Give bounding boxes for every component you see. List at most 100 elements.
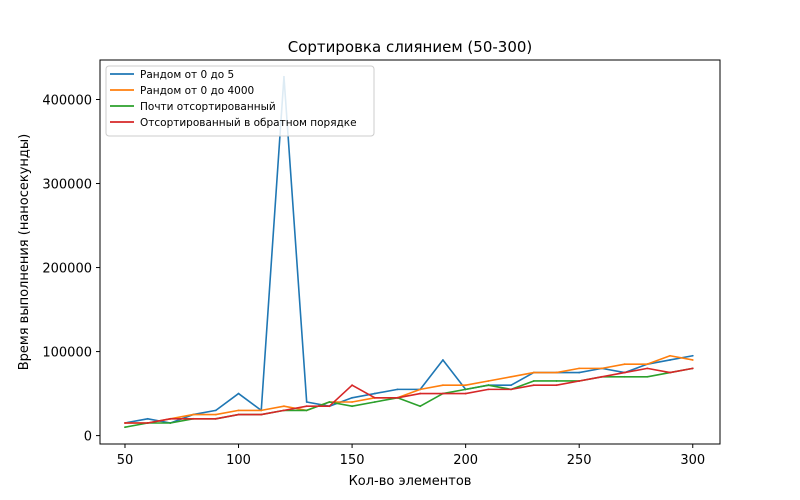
data-point	[487, 388, 490, 391]
data-point	[237, 413, 240, 416]
data-point	[601, 367, 603, 370]
data-point	[510, 388, 512, 391]
legend: Рандом от 0 до 5 Рандом от 0 до 4000 Почти…	[105, 65, 375, 137]
data-point	[555, 384, 558, 387]
data-point	[646, 375, 649, 378]
y-axis-label: Время выполнения (наносекунды)	[17, 134, 32, 371]
data-point	[623, 371, 626, 374]
y-tick-label: 100000	[42, 346, 92, 361]
data-point	[305, 409, 308, 412]
data-point	[351, 396, 353, 399]
y-tick-label: 200000	[42, 262, 92, 277]
data-point	[351, 384, 353, 387]
legend-label: Рандом от 0 до 4000	[140, 85, 254, 97]
data-point	[419, 405, 422, 408]
data-point	[214, 413, 217, 416]
legend-item: Рандом от 0 до 5	[110, 69, 234, 81]
data-point	[214, 417, 217, 420]
data-point	[623, 363, 626, 366]
series-line	[124, 354, 693, 424]
data-point	[669, 371, 671, 374]
data-point	[601, 375, 603, 378]
data-point	[646, 363, 649, 366]
data-point	[260, 413, 263, 416]
data-point	[146, 417, 149, 420]
data-point	[124, 426, 126, 429]
data-point	[510, 375, 512, 378]
data-point	[555, 371, 558, 374]
data-point	[328, 401, 331, 403]
data-point	[578, 371, 581, 374]
data-point	[464, 388, 467, 391]
data-point	[691, 359, 694, 361]
x-axis: 50 100 150 200 250 300	[117, 444, 705, 468]
data-point	[578, 380, 581, 382]
data-point	[669, 354, 671, 357]
data-point	[169, 417, 172, 420]
x-axis-label: Кол-во элементов	[349, 474, 472, 489]
data-point	[373, 396, 376, 399]
legend-label: Рандом от 0 до 5	[140, 69, 234, 81]
data-point	[510, 384, 512, 387]
data-point	[260, 409, 263, 412]
data-point	[578, 367, 581, 370]
data-point	[192, 413, 195, 416]
data-point	[214, 409, 217, 412]
data-point	[124, 422, 126, 424]
legend-item: Рандом от 0 до 4000	[110, 85, 254, 97]
data-point	[487, 384, 490, 387]
data-point	[305, 401, 308, 403]
data-point	[419, 392, 422, 395]
y-axis: 0 100000 200000 300000 400000	[42, 93, 100, 445]
data-point	[169, 422, 172, 424]
data-point	[283, 405, 285, 408]
data-point	[373, 392, 376, 395]
y-tick-label: 300000	[42, 178, 92, 193]
data-point	[669, 359, 671, 361]
x-tick-label: 200	[453, 453, 478, 468]
legend-label: Почти отсортированный	[140, 101, 276, 113]
data-point	[237, 409, 240, 412]
data-point	[305, 405, 308, 408]
data-point	[373, 401, 376, 403]
data-point	[532, 384, 535, 387]
data-point	[237, 392, 240, 395]
data-point	[691, 354, 694, 357]
data-point	[646, 367, 649, 370]
data-point	[192, 417, 195, 420]
data-point	[464, 384, 467, 387]
x-tick-label: 150	[340, 453, 365, 468]
data-point	[283, 409, 285, 412]
data-point	[351, 405, 353, 408]
data-point	[442, 359, 444, 361]
data-point	[442, 392, 444, 395]
data-point	[623, 375, 626, 378]
legend-box	[105, 65, 375, 137]
data-point	[419, 388, 422, 391]
y-tick-label: 0	[84, 430, 92, 445]
series-line	[124, 367, 693, 424]
data-point	[442, 384, 444, 387]
series-layer	[124, 75, 694, 429]
chart-title: Сортировка слиянием (50-300)	[288, 38, 533, 56]
y-tick-label: 400000	[42, 93, 92, 108]
x-tick-label: 50	[117, 453, 134, 468]
data-point	[532, 380, 535, 382]
x-tick-label: 250	[567, 453, 592, 468]
data-point	[396, 396, 399, 399]
axes-frame	[99, 59, 721, 445]
data-point	[691, 367, 694, 370]
legend-item: Отсортированный в обратном порядке	[110, 117, 357, 129]
x-tick-label: 300	[680, 453, 705, 468]
data-point	[396, 388, 399, 391]
data-point	[351, 401, 353, 403]
data-point	[487, 380, 490, 382]
data-point	[146, 422, 149, 424]
x-tick-label: 100	[226, 453, 251, 468]
data-point	[532, 371, 535, 374]
data-point	[555, 380, 558, 382]
data-point	[464, 392, 467, 395]
legend-label: Отсортированный в обратном порядке	[140, 117, 357, 129]
data-point	[328, 405, 331, 408]
